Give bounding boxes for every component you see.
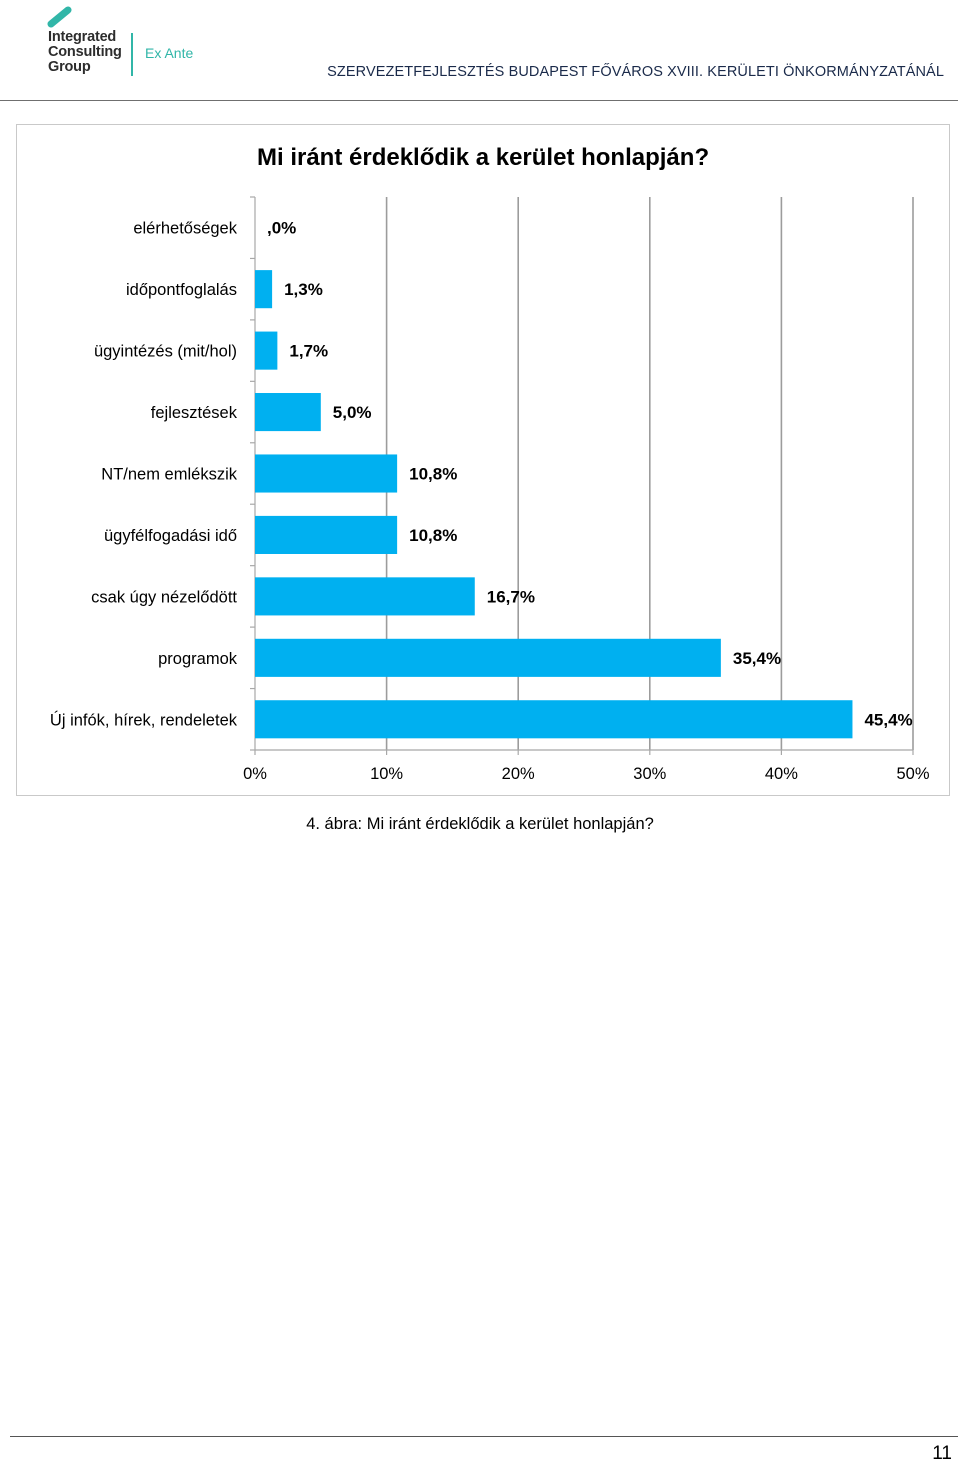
- data-label: 35,4%: [733, 649, 781, 668]
- category-label: Új infók, hírek, rendeletek: [50, 710, 238, 729]
- category-label: fejlesztések: [151, 404, 238, 422]
- bar: [255, 577, 475, 616]
- bar: [255, 454, 398, 493]
- logo-line-1: Integrated: [48, 29, 117, 45]
- data-label: 10,8%: [409, 526, 457, 545]
- logo-line-3: Group: [48, 59, 91, 75]
- data-label: 1,3%: [284, 280, 323, 299]
- category-label: NT/nem emlékszik: [101, 466, 237, 484]
- chart-title: Mi iránt érdeklődik a kerület honlapján?: [257, 144, 709, 171]
- category-label: időpontfoglalás: [126, 281, 237, 299]
- logo-mark-icon: [47, 6, 72, 28]
- footer-divider: [10, 1436, 958, 1437]
- data-label: 5,0%: [333, 403, 372, 422]
- bar: [255, 331, 278, 370]
- bar: [255, 515, 398, 554]
- page-number: 11: [932, 1443, 952, 1464]
- category-label: ügyintézés (mit/hol): [94, 343, 237, 361]
- logo-text: Integrated Consulting Group: [48, 30, 122, 75]
- category-label: ügyfélfogadási idő: [104, 527, 237, 545]
- bar: [255, 638, 721, 677]
- bar: [255, 700, 853, 739]
- x-tick-label: 50%: [896, 765, 929, 783]
- data-label: ,0%: [267, 219, 296, 238]
- figure-caption: 4. ábra: Mi iránt érdeklődik a kerület h…: [306, 815, 654, 833]
- x-tick-label: 10%: [370, 765, 403, 783]
- logo-subbrand: Ex Ante: [145, 45, 194, 61]
- document-header-title: SZERVEZETFEJLESZTÉS BUDAPEST FŐVÁROS XVI…: [327, 64, 944, 80]
- data-label: 10,8%: [409, 465, 457, 484]
- data-label: 45,4%: [864, 710, 912, 729]
- category-label: programok: [158, 650, 238, 668]
- data-label: 1,7%: [289, 342, 328, 361]
- data-label: 16,7%: [487, 587, 535, 606]
- category-label: csak úgy nézelődött: [91, 588, 237, 606]
- x-tick-label: 30%: [633, 765, 666, 783]
- chart-frame: Mi iránt érdeklődik a kerület honlapján?…: [16, 124, 950, 796]
- x-tick-label: 0%: [243, 765, 267, 783]
- bar: [255, 270, 273, 309]
- bar-chart: Mi iránt érdeklődik a kerület honlapján?…: [50, 144, 930, 783]
- category-label: elérhetőségek: [133, 220, 237, 238]
- x-tick-label: 40%: [765, 765, 798, 783]
- x-tick-label: 20%: [502, 765, 535, 783]
- logo-divider: [131, 33, 133, 76]
- header-divider: [0, 100, 958, 101]
- logo-line-2: Consulting: [48, 44, 122, 60]
- bar: [255, 393, 321, 432]
- page-header: Integrated Consulting Group Ex Ante SZER…: [0, 0, 960, 102]
